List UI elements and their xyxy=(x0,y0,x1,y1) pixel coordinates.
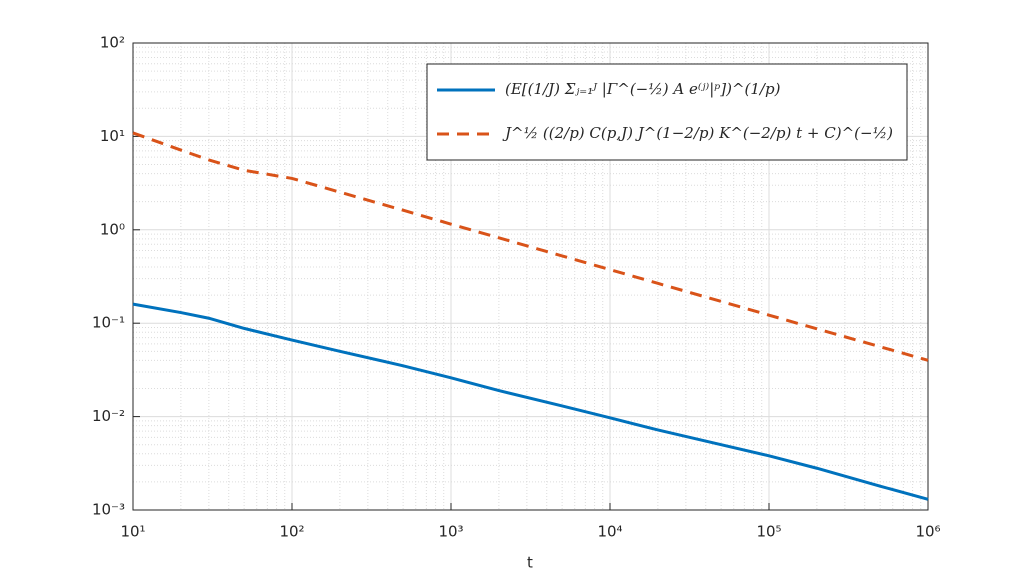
legend-label: (E[(1/J) Σⱼ₌₁ᴶ |Γ^(−½) A e⁽ʲ⁾|ᵖ])^(1/p) xyxy=(505,80,781,98)
x-tick-label: 10⁵ xyxy=(756,523,781,541)
legend-label: J^½ ((2/p) C(p,J) J^(1−2/p) K^(−2/p) t +… xyxy=(502,124,893,142)
x-tick-label: 10⁶ xyxy=(915,523,940,541)
x-tick-label: 10¹ xyxy=(120,523,145,541)
legend-box xyxy=(426,63,908,161)
x-tick-label: 10³ xyxy=(438,523,463,541)
y-tick-label: 10¹ xyxy=(100,127,125,145)
axes-frame xyxy=(132,42,929,511)
x-tick-label: 10⁴ xyxy=(597,523,622,541)
y-tick-label: 10² xyxy=(100,34,125,52)
y-tick-label: 10⁻¹ xyxy=(92,314,125,332)
line xyxy=(132,131,929,362)
line xyxy=(132,302,929,501)
y-tick-label: 10⁰ xyxy=(100,220,125,238)
x-tick-label: 10² xyxy=(279,523,304,541)
y-tick-label: 10⁻³ xyxy=(92,501,125,519)
x-axis-label: t xyxy=(527,554,533,572)
y-tick-label: 10⁻² xyxy=(92,407,125,425)
